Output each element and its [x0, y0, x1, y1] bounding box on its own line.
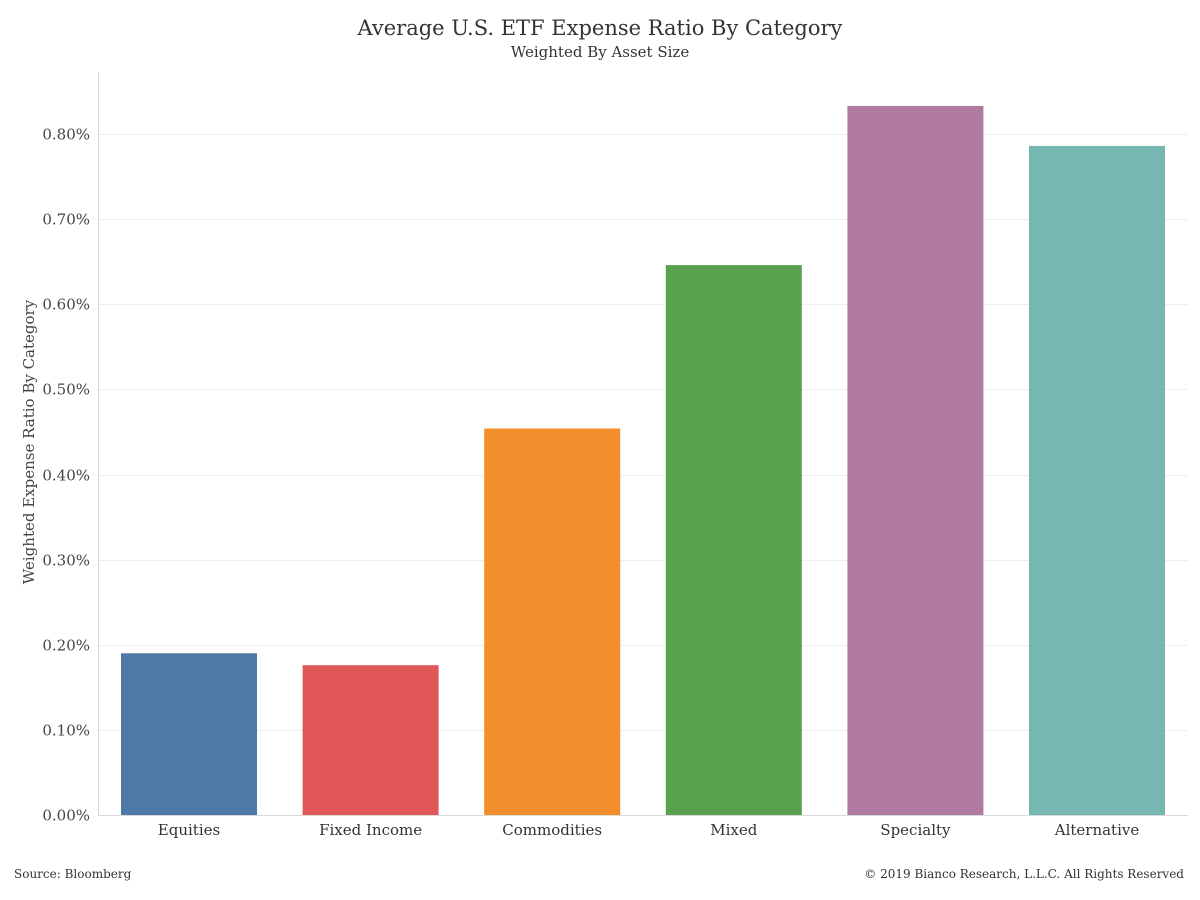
x-category-label: Commodities [502, 821, 602, 839]
bar-fixed-income[interactable] [302, 665, 439, 815]
x-category-label: Mixed [710, 821, 757, 839]
x-category-label: Fixed Income [319, 821, 422, 839]
copyright-note: © 2019 Bianco Research, L.L.C. All Right… [864, 867, 1184, 881]
x-category-label: Specialty [880, 821, 951, 839]
chart-subtitle: Weighted By Asset Size [510, 43, 690, 61]
grid-layer [98, 134, 1188, 731]
y-tick-label: 0.20% [42, 637, 90, 655]
chart-title: Average U.S. ETF Expense Ratio By Catego… [357, 16, 843, 40]
bar-equities[interactable] [121, 653, 257, 815]
source-note: Source: Bloomberg [14, 867, 132, 881]
y-tick-label: 0.50% [42, 381, 90, 399]
x-category-labels: Equities Fixed Income Commodities Mixed Spec… [158, 821, 1140, 839]
bar-mixed[interactable] [665, 265, 802, 816]
y-tick-labels: 0.00% 0.10% 0.20% 0.30% 0.40% 0.50% 0.60% 0.70%… [42, 126, 90, 825]
bar-layer [121, 105, 1165, 816]
y-tick-label: 0.00% [42, 807, 90, 825]
axis-layer [98, 72, 1188, 816]
y-tick-label: 0.60% [42, 296, 90, 314]
bar-alternative[interactable] [1029, 145, 1165, 815]
y-tick-label: 0.10% [42, 722, 90, 740]
x-category-label: Alternative [1054, 821, 1140, 839]
bar-specialty[interactable] [847, 105, 984, 815]
y-tick-label: 0.40% [42, 467, 90, 485]
y-tick-label: 0.70% [42, 211, 90, 229]
bar-commodities[interactable] [484, 428, 621, 816]
y-tick-label: 0.80% [42, 126, 90, 144]
y-tick-label: 0.30% [42, 552, 90, 570]
x-category-label: Equities [158, 821, 220, 839]
